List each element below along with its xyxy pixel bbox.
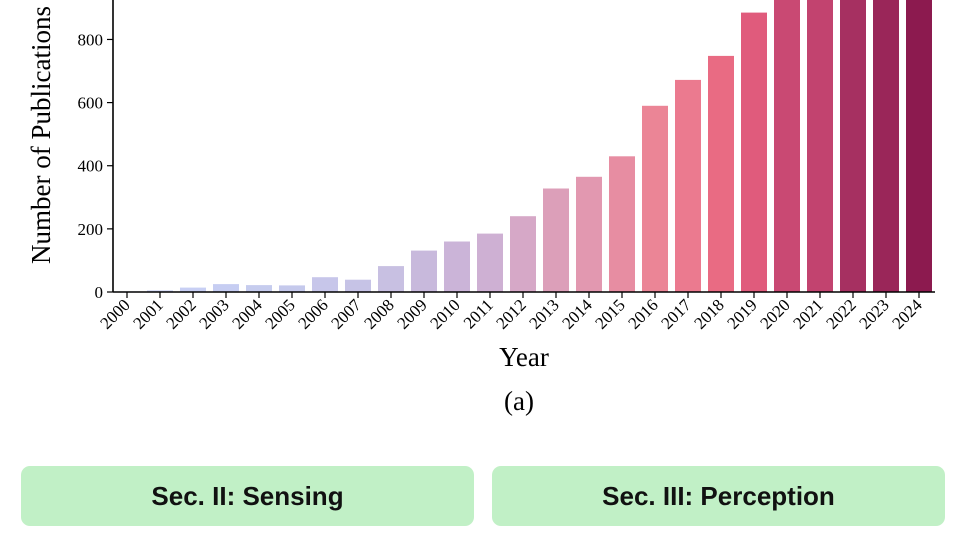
- bar-2022: [840, 0, 866, 292]
- bar-2014: [576, 176, 602, 292]
- x-tick-label-2002: 2002: [162, 295, 199, 332]
- bar-2021: [807, 0, 833, 292]
- bar-2007: [345, 279, 371, 292]
- x-axis-title: Year: [499, 342, 549, 372]
- bar-2016: [642, 105, 668, 292]
- x-tick-label-2009: 2009: [393, 295, 430, 332]
- x-tick-label-2010: 2010: [426, 295, 463, 332]
- bar-2015: [609, 156, 635, 292]
- x-tick-label-2004: 2004: [228, 295, 266, 333]
- y-tick-label: 200: [78, 220, 104, 239]
- bar-2002: [180, 287, 206, 292]
- y-tick-label: 800: [78, 30, 104, 49]
- y-axis-title: Number of Publications: [26, 6, 56, 264]
- bar-2012: [510, 216, 536, 292]
- bar-2005: [279, 285, 305, 292]
- publications-bar-chart: 0 200 400 600 800 20002001200220032004200520…: [26, 0, 935, 416]
- bar-2013: [543, 188, 569, 292]
- bar-2008: [378, 266, 404, 292]
- x-tick-label-2001: 2001: [129, 295, 166, 332]
- bar-2018: [708, 55, 734, 292]
- section-sensing-label: Sec. II: Sensing: [151, 480, 344, 511]
- x-tick-label-2012: 2012: [492, 295, 529, 332]
- section-sensing-box: Sec. II: Sensing: [21, 466, 474, 526]
- x-tick-label-2016: 2016: [624, 295, 661, 332]
- bars: [114, 0, 932, 292]
- bar-2011: [477, 233, 503, 292]
- x-tick-label-2020: 2020: [756, 295, 793, 332]
- bar-2020: [774, 0, 800, 292]
- bar-2024: [906, 0, 932, 292]
- x-tick-label-2022: 2022: [822, 295, 859, 332]
- bar-2010: [444, 241, 470, 292]
- bar-2004: [246, 285, 272, 292]
- x-tick-label-2013: 2013: [525, 295, 562, 332]
- y-tick-label: 400: [78, 157, 104, 176]
- bar-2009: [411, 250, 437, 292]
- x-tick-label-2024: 2024: [888, 295, 926, 333]
- x-tick-label-2003: 2003: [195, 295, 232, 332]
- y-tick-label: 600: [78, 94, 104, 113]
- x-tick-label-2015: 2015: [591, 295, 628, 332]
- section-perception-label: Sec. III: Perception: [602, 480, 835, 511]
- figure-caption: (a): [504, 386, 534, 416]
- bar-2023: [873, 0, 899, 292]
- bar-2003: [213, 284, 239, 292]
- x-tick-label-2007: 2007: [327, 295, 365, 333]
- section-perception-box: Sec. III: Perception: [492, 466, 945, 526]
- bar-2017: [675, 79, 701, 292]
- x-tick-label-2018: 2018: [690, 295, 727, 332]
- x-tick-label-2006: 2006: [294, 295, 331, 332]
- x-tick-label-2023: 2023: [855, 295, 892, 332]
- y-tick-label: 0: [95, 283, 104, 302]
- x-tick-label-2008: 2008: [360, 295, 397, 332]
- x-tick-label-2014: 2014: [558, 295, 596, 333]
- x-tick-label-2011: 2011: [460, 295, 497, 332]
- bar-2019: [741, 12, 767, 292]
- x-tick-label-2019: 2019: [723, 295, 760, 332]
- bar-2006: [312, 277, 338, 292]
- x-axis: 2000200120022003200420052006200720082009…: [96, 291, 935, 333]
- x-tick-label-2021: 2021: [789, 295, 826, 332]
- x-tick-label-2017: 2017: [657, 295, 695, 333]
- y-axis: 0 200 400 600 800: [78, 0, 114, 302]
- x-tick-label-2005: 2005: [261, 295, 298, 332]
